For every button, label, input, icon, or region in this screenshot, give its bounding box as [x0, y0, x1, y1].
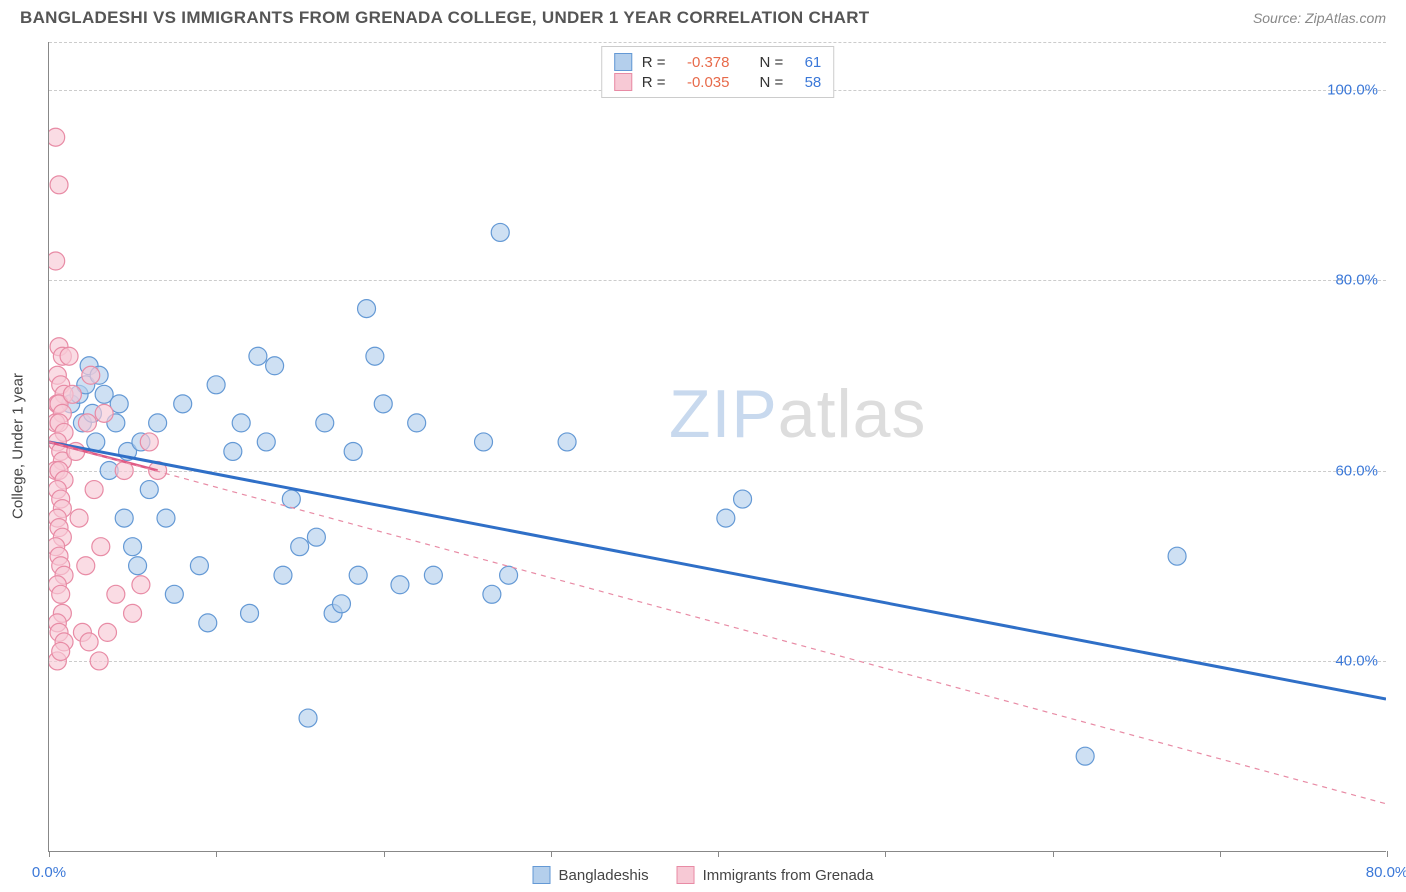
data-point: [224, 442, 242, 460]
data-point: [80, 633, 98, 651]
x-tick-label: 0.0%: [32, 864, 66, 881]
data-point: [374, 395, 392, 413]
data-point: [349, 566, 367, 584]
data-point: [717, 509, 735, 527]
data-point: [366, 347, 384, 365]
x-tick: [551, 851, 552, 857]
data-point: [491, 223, 509, 241]
data-point: [1168, 547, 1186, 565]
data-point: [344, 442, 362, 460]
data-point: [85, 481, 103, 499]
legend-swatch: [614, 53, 632, 71]
data-point: [241, 604, 259, 622]
data-point: [316, 414, 334, 432]
data-point: [52, 585, 70, 603]
x-tick: [49, 851, 50, 857]
chart-title: BANGLADESHI VS IMMIGRANTS FROM GRENADA C…: [20, 8, 870, 28]
data-point: [734, 490, 752, 508]
legend-n-value: 58: [793, 74, 821, 91]
data-point: [291, 538, 309, 556]
data-point: [232, 414, 250, 432]
data-point: [332, 595, 350, 613]
x-tick: [1053, 851, 1054, 857]
data-point: [77, 557, 95, 575]
legend-swatch: [677, 866, 695, 884]
legend-correlation-row: R = -0.035 N = 58: [614, 73, 822, 91]
legend-r-value: -0.378: [676, 54, 730, 71]
data-point: [157, 509, 175, 527]
data-point: [98, 623, 116, 641]
data-point: [49, 252, 65, 270]
data-point: [299, 709, 317, 727]
legend-correlation-box: R = -0.378 N = 61 R = -0.035 N = 58: [601, 46, 835, 98]
legend-r-label: R =: [642, 74, 666, 91]
legend-n-label: N =: [760, 54, 784, 71]
data-point: [63, 385, 81, 403]
data-point: [1076, 747, 1094, 765]
legend-r-label: R =: [642, 54, 666, 71]
x-tick-label: 80.0%: [1366, 864, 1406, 881]
data-point: [78, 414, 96, 432]
data-point: [132, 576, 150, 594]
x-tick: [216, 851, 217, 857]
data-point: [60, 347, 78, 365]
data-point: [391, 576, 409, 594]
data-point: [207, 376, 225, 394]
data-point: [408, 414, 426, 432]
x-tick: [1220, 851, 1221, 857]
data-point: [424, 566, 442, 584]
data-point: [190, 557, 208, 575]
data-point: [257, 433, 275, 451]
legend-correlation-row: R = -0.378 N = 61: [614, 53, 822, 71]
legend-series-label: Bangladeshis: [559, 867, 649, 884]
data-point: [50, 176, 68, 194]
y-axis-label: College, Under 1 year: [10, 373, 27, 519]
data-point: [82, 366, 100, 384]
data-point: [70, 509, 88, 527]
legend-n-label: N =: [760, 74, 784, 91]
data-point: [558, 433, 576, 451]
data-point: [140, 433, 158, 451]
data-point: [165, 585, 183, 603]
data-point: [266, 357, 284, 375]
x-tick: [885, 851, 886, 857]
data-point: [124, 538, 142, 556]
data-point: [174, 395, 192, 413]
legend-r-value: -0.035: [676, 74, 730, 91]
data-point: [307, 528, 325, 546]
data-point: [129, 557, 147, 575]
data-point: [115, 509, 133, 527]
data-point: [49, 128, 65, 146]
x-tick: [384, 851, 385, 857]
data-point: [274, 566, 292, 584]
legend-swatch: [614, 73, 632, 91]
data-point: [52, 642, 70, 660]
data-point: [124, 604, 142, 622]
data-point: [249, 347, 267, 365]
data-point: [92, 538, 110, 556]
chart-plot-area: ZIPatlas R =-0.378N =61R =-0.035N =58 40…: [48, 42, 1386, 852]
trend-line: [49, 442, 1386, 699]
data-point: [149, 414, 167, 432]
data-point: [90, 652, 108, 670]
data-point: [500, 566, 518, 584]
x-tick: [1387, 851, 1388, 857]
legend-n-value: 61: [793, 54, 821, 71]
data-point: [107, 585, 125, 603]
legend-series-item: Immigrants from Grenada: [677, 866, 874, 884]
x-tick: [718, 851, 719, 857]
data-point: [483, 585, 501, 603]
legend-swatch: [533, 866, 551, 884]
data-point: [475, 433, 493, 451]
source-attribution: Source: ZipAtlas.com: [1253, 10, 1386, 26]
data-point: [358, 300, 376, 318]
legend-series-item: Bangladeshis: [533, 866, 649, 884]
legend-series: Bangladeshis Immigrants from Grenada: [533, 866, 874, 884]
data-point: [140, 481, 158, 499]
legend-series-label: Immigrants from Grenada: [703, 867, 874, 884]
scatter-plot-svg: [49, 42, 1386, 851]
data-point: [199, 614, 217, 632]
data-point: [95, 404, 113, 422]
